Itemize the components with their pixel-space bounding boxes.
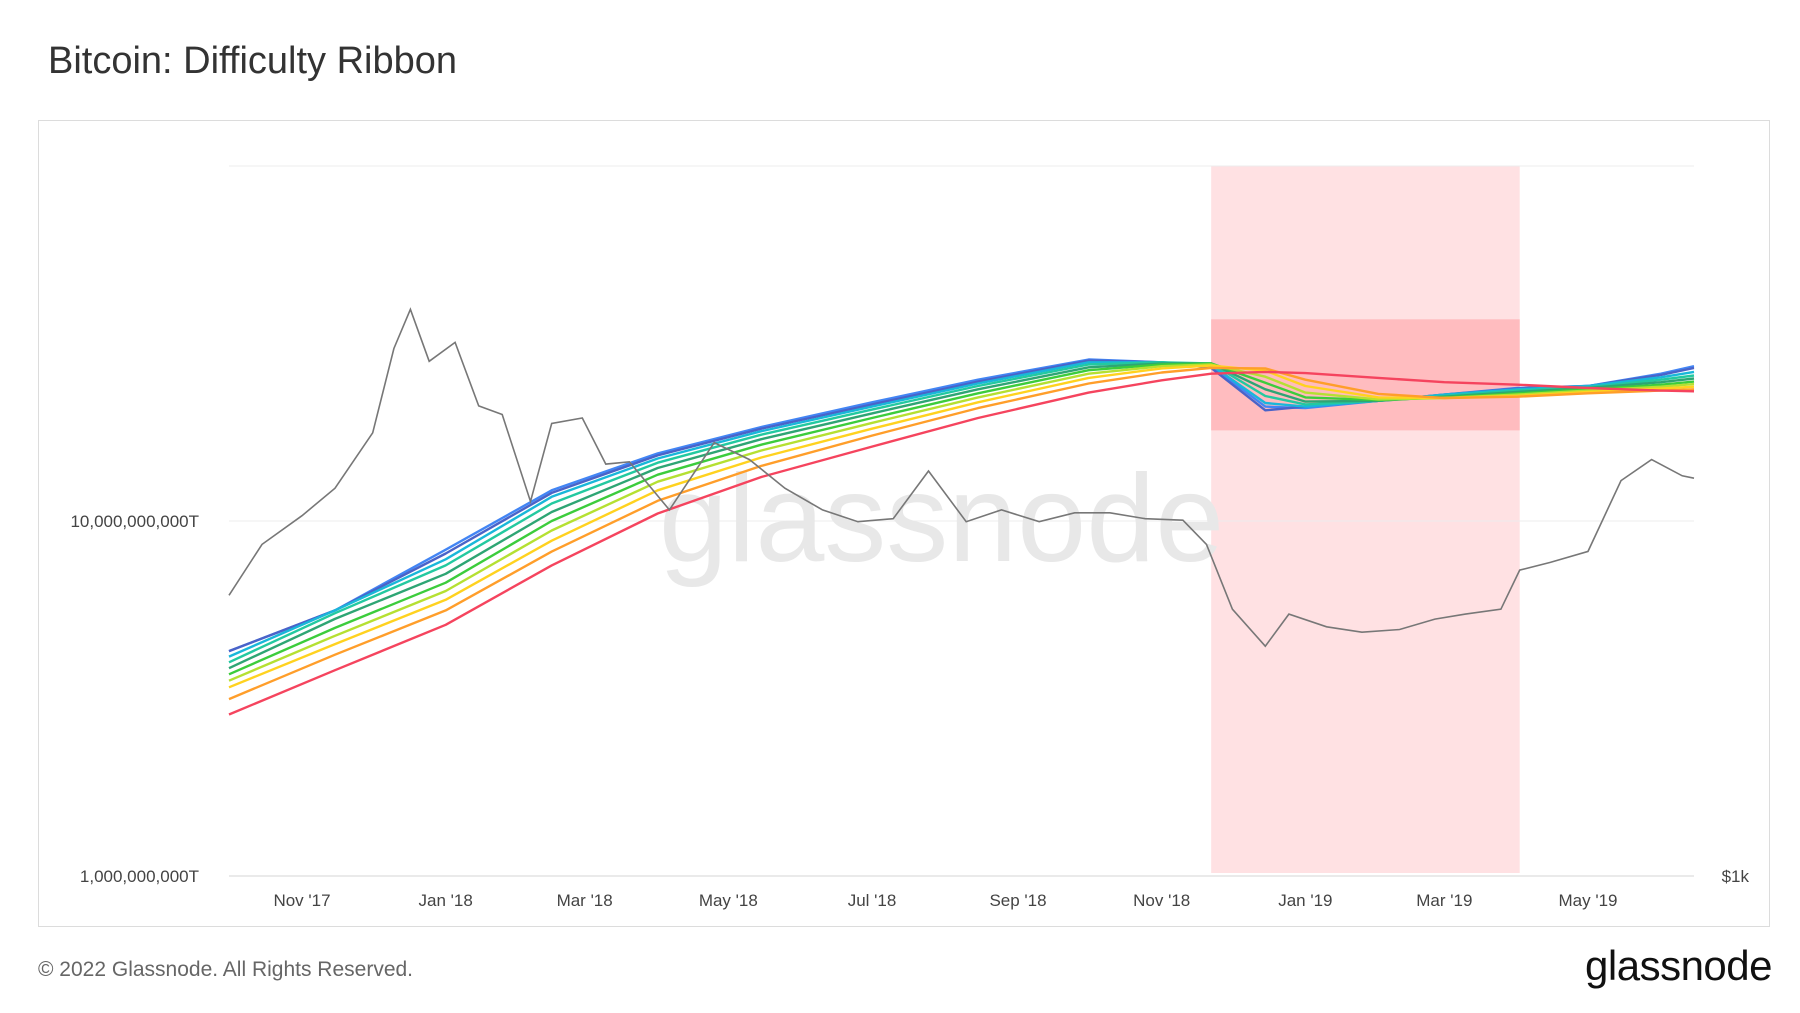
x-tick-label: Jan '18 bbox=[419, 891, 473, 910]
y-right-tick-label: $1k bbox=[1722, 867, 1750, 886]
chart-frame: glassnode Nov '17 Jan '18 Mar '18 May '18 Ju… bbox=[38, 120, 1770, 927]
ribbon-line-7 bbox=[228, 363, 1695, 682]
ribbon-line-9 bbox=[228, 366, 1695, 701]
page-title: Bitcoin: Difficulty Ribbon bbox=[48, 40, 458, 82]
x-tick-label: Nov '18 bbox=[1133, 891, 1190, 910]
axis-labels: Nov '17 Jan '18 Mar '18 May '18 Jul '18 Sep '… bbox=[70, 512, 1749, 910]
highlight-region bbox=[1211, 166, 1520, 873]
x-tick-label: May '19 bbox=[1559, 891, 1618, 910]
ribbon-line-10 bbox=[228, 370, 1695, 716]
x-tick-label: Mar '19 bbox=[1416, 891, 1472, 910]
price-line bbox=[228, 307, 1695, 648]
ribbon-series-group bbox=[228, 358, 1695, 716]
x-tick-label: Jan '19 bbox=[1278, 891, 1332, 910]
x-tick-label: Sep '18 bbox=[989, 891, 1046, 910]
y-left-tick-label: 10,000,000,000T bbox=[70, 512, 199, 531]
watermark: glassnode bbox=[659, 450, 1224, 588]
x-tick-label: Mar '18 bbox=[557, 891, 613, 910]
x-tick-label: Nov '17 bbox=[273, 891, 330, 910]
x-tick-label: May '18 bbox=[699, 891, 758, 910]
y-left-tick-label: 1,000,000,000T bbox=[80, 867, 199, 886]
ribbon-line-6 bbox=[228, 362, 1695, 676]
highlight-band bbox=[1211, 319, 1520, 431]
copyright-text: © 2022 Glassnode. All Rights Reserved. bbox=[38, 958, 414, 981]
glassnode-logo: glassnode bbox=[1585, 942, 1772, 989]
x-tick-label: Jul '18 bbox=[848, 891, 897, 910]
difficulty-ribbon-chart: glassnode Nov '17 Jan '18 Mar '18 May '18 Ju… bbox=[70, 165, 1749, 910]
